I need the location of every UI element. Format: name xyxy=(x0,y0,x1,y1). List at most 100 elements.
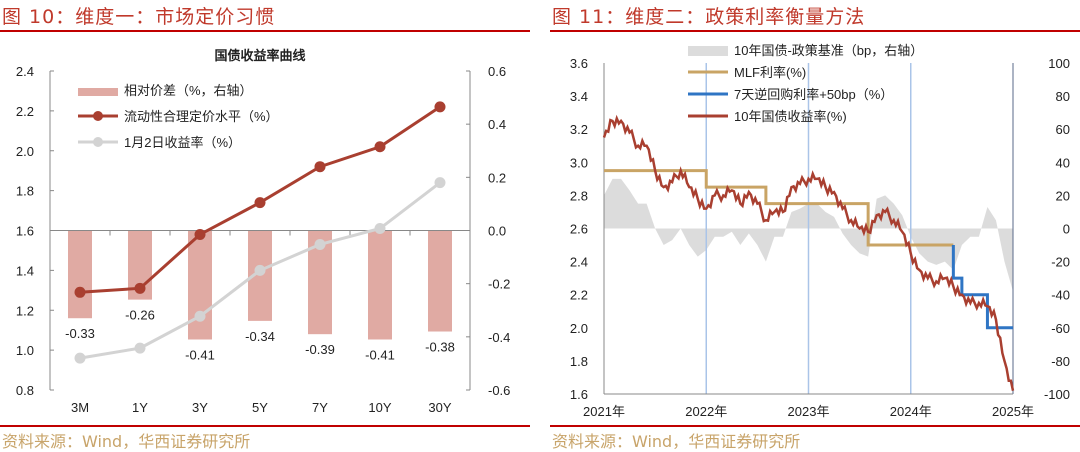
y2-tick-label: -60 xyxy=(1051,321,1070,336)
x-tick-label: 2021年 xyxy=(583,404,625,419)
y2-tick-label: 80 xyxy=(1056,89,1070,104)
data-point xyxy=(254,197,266,209)
divider xyxy=(0,30,530,32)
y-tick-label: 1.6 xyxy=(570,387,588,402)
y-tick-label: 2.2 xyxy=(16,104,34,119)
legend-label: 10年国债收益率(%) xyxy=(734,109,847,124)
data-point xyxy=(74,352,86,364)
divider xyxy=(550,30,1080,32)
y-tick-label: 0.8 xyxy=(16,383,34,398)
y-tick-label: 1.6 xyxy=(16,224,34,239)
chart-title: 国债收益率曲线 xyxy=(214,48,305,63)
data-label: -0.41 xyxy=(185,347,215,362)
y-tick-label: 2.4 xyxy=(16,64,34,79)
step-line xyxy=(604,169,954,247)
y-tick-label: 2.4 xyxy=(570,255,588,270)
figure-right: 图 11：维度二：政策利率衡量方法 1.6 1.8 2.0 2.2 2.4 2.6 2.8 3… xyxy=(550,0,1080,451)
y2-tick-label: -0.6 xyxy=(488,383,510,398)
y-tick-label: 2.2 xyxy=(570,288,588,303)
y-tick-label: 2.0 xyxy=(16,144,34,159)
x-tick-label: 5Y xyxy=(252,400,268,415)
y2-tick-label: 60 xyxy=(1056,122,1070,137)
y-tick-label: 1.2 xyxy=(16,303,34,318)
bar xyxy=(68,230,92,319)
y2-tick-label: 0 xyxy=(1063,222,1070,237)
spread-area xyxy=(604,178,1013,292)
data-label: -0.26 xyxy=(125,308,155,323)
y-tick-label: 1.8 xyxy=(570,354,588,369)
x-tick-label: 2025年 xyxy=(992,404,1034,419)
x-tick-label: 7Y xyxy=(312,400,328,415)
source-note: 资料来源：Wind，华西证券研究所 xyxy=(552,432,801,451)
y-tick-label: 2.8 xyxy=(570,188,588,203)
y2-tick-label: 0.4 xyxy=(488,117,506,132)
policy-rate-chart: 1.6 1.8 2.0 2.2 2.4 2.6 2.8 3.0 3.2 3.4 3.6 -100 -80… xyxy=(570,43,1070,419)
legend-label: MLF利率(%) xyxy=(734,65,806,80)
data-point xyxy=(374,223,386,235)
y-tick-label: 1.8 xyxy=(16,184,34,199)
y2-tick-label: 0.2 xyxy=(488,170,506,185)
data-point xyxy=(314,161,326,173)
data-label: -0.39 xyxy=(305,342,335,357)
data-point xyxy=(374,141,386,153)
y2-tick-label: 40 xyxy=(1056,155,1070,170)
legend-marker xyxy=(93,137,103,147)
y-tick-label: 3.0 xyxy=(570,155,588,170)
data-label: -0.34 xyxy=(245,329,275,344)
y-tick-label: 2.0 xyxy=(570,321,588,336)
data-point xyxy=(434,101,446,113)
x-tick-label: 30Y xyxy=(428,400,451,415)
x-tick-label: 3Y xyxy=(192,400,208,415)
bar xyxy=(428,230,452,332)
y-tick-label: 3.2 xyxy=(570,122,588,137)
bar xyxy=(368,230,392,340)
legend-label: 7天逆回购利率+50bp（%） xyxy=(734,87,893,102)
y-tick-label: 1.0 xyxy=(16,343,34,358)
y2-tick-label: 20 xyxy=(1056,188,1070,203)
data-point xyxy=(134,342,146,354)
figure-title: 图 10：维度一：市场定价习惯 xyxy=(2,6,276,28)
y2-tick-label: -80 xyxy=(1051,354,1070,369)
y2-tick-label: -0.4 xyxy=(488,330,510,345)
y2-tick-label: -20 xyxy=(1051,255,1070,270)
data-point xyxy=(194,310,206,322)
data-label: -0.33 xyxy=(65,326,95,341)
legend-label: 10年国债-政策基准（bp，右轴） xyxy=(734,43,923,58)
data-point xyxy=(314,238,326,250)
figure-left: 图 10：维度一：市场定价习惯 国债收益率曲线 0.8 1.0 1.2 1.4 1.6 1.… xyxy=(0,0,530,451)
bar xyxy=(188,230,212,340)
y2-tick-label: 0.6 xyxy=(488,64,506,79)
y2-tick-label: 0.0 xyxy=(488,224,506,239)
divider xyxy=(0,425,530,427)
legend-label: 相对价差（%，右轴） xyxy=(124,83,253,98)
data-point xyxy=(434,177,446,189)
y-tick-label: 2.6 xyxy=(570,222,588,237)
y2-tick-label: -0.2 xyxy=(488,277,510,292)
y-tick-label: 3.4 xyxy=(570,89,588,104)
x-tick-label: 2022年 xyxy=(685,404,727,419)
divider xyxy=(550,425,1080,427)
data-point xyxy=(254,264,266,276)
figure-title: 图 11：维度二：政策利率衡量方法 xyxy=(552,6,866,28)
legend-marker xyxy=(93,111,103,121)
y2-tick-label: -100 xyxy=(1044,387,1070,402)
data-label: -0.41 xyxy=(365,347,395,362)
y-tick-label: 3.6 xyxy=(570,56,588,71)
data-point xyxy=(134,282,146,294)
legend-label: 流动性合理定价水平（%） xyxy=(124,109,279,124)
yield-line xyxy=(602,114,1015,391)
y-tick-label: 1.4 xyxy=(16,263,34,278)
legend-swatch xyxy=(78,88,118,96)
x-tick-label: 1Y xyxy=(132,400,148,415)
legend-swatch xyxy=(688,46,728,56)
x-tick-label: 10Y xyxy=(368,400,391,415)
data-label: -0.38 xyxy=(425,340,455,355)
legend-label: 1月2日收益率（%） xyxy=(124,135,241,150)
y2-tick-label: -40 xyxy=(1051,288,1070,303)
x-tick-label: 2024年 xyxy=(890,404,932,419)
x-tick-label: 3M xyxy=(71,400,89,415)
x-tick-label: 2023年 xyxy=(788,404,830,419)
y2-tick-label: 100 xyxy=(1048,56,1070,71)
data-point xyxy=(194,228,206,240)
data-point xyxy=(74,286,86,298)
